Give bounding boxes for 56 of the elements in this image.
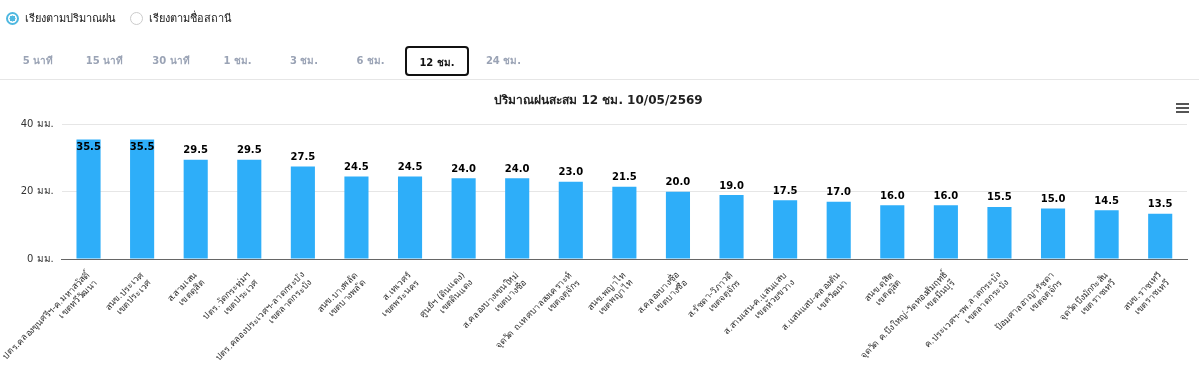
data-label: 14.5	[1094, 194, 1119, 206]
bar	[290, 166, 315, 259]
data-label: 24.0	[504, 162, 530, 174]
bar	[451, 178, 476, 259]
y-tick-label: 20 มม.	[20, 185, 54, 197]
text: 24 ชม.	[484, 54, 523, 68]
chart-title: ปริมาณฝนสะสม 12 ชม. 10/05/2569	[494, 93, 703, 108]
data-label: 24.0	[451, 162, 476, 174]
bar	[880, 205, 905, 259]
bar	[397, 176, 423, 259]
text: เรียงตามปริมาณฝน	[25, 11, 116, 27]
data-label: 15.0	[1040, 193, 1066, 205]
data-label: 29.5	[236, 144, 262, 156]
text: 6 ชม.	[355, 54, 386, 68]
bar	[933, 205, 958, 259]
data-label: 17.0	[826, 186, 852, 198]
text: 1 ชม.	[222, 54, 253, 68]
data-label: 27.5	[290, 151, 316, 163]
bar	[1040, 208, 1066, 259]
data-label: 35.5	[76, 141, 101, 153]
data-label: 21.5	[612, 171, 637, 183]
data-label: 19.0	[719, 179, 744, 191]
data-label: 23.0	[558, 166, 584, 178]
data-label: 17.5	[772, 184, 798, 196]
bar	[987, 206, 1012, 259]
data-label: 16.0	[933, 189, 959, 201]
bar	[237, 159, 262, 259]
bar	[76, 139, 101, 259]
text: 30 นาที	[151, 54, 191, 68]
bar	[558, 181, 583, 259]
data-label: 15.5	[987, 191, 1012, 203]
text: เรียงตามชื่อสถานี	[149, 9, 232, 27]
bar	[665, 191, 691, 259]
text: 12 ชม.	[405, 46, 469, 76]
text: 15 นาที	[84, 54, 125, 68]
bar	[505, 178, 530, 259]
text: 5 นาที	[21, 54, 55, 68]
data-label: 35.5	[129, 141, 155, 153]
text: 3 ชม.	[288, 54, 320, 68]
bar	[1094, 210, 1119, 259]
bar	[773, 200, 798, 259]
y-tick-label: 0 มม.	[27, 252, 54, 264]
bar	[183, 159, 208, 259]
bar	[719, 195, 744, 259]
y-tick-label: 40 มม.	[20, 117, 54, 129]
bar	[612, 186, 637, 259]
bar	[344, 176, 369, 259]
bar	[1148, 213, 1173, 259]
bar	[826, 201, 851, 259]
data-label: 13.5	[1147, 198, 1173, 210]
data-label: 20.0	[665, 176, 691, 188]
data-label: 29.5	[183, 144, 209, 156]
data-label: 16.0	[879, 189, 905, 201]
data-label: 24.5	[344, 161, 369, 173]
data-label: 24.5	[397, 161, 423, 173]
bar	[130, 139, 155, 259]
